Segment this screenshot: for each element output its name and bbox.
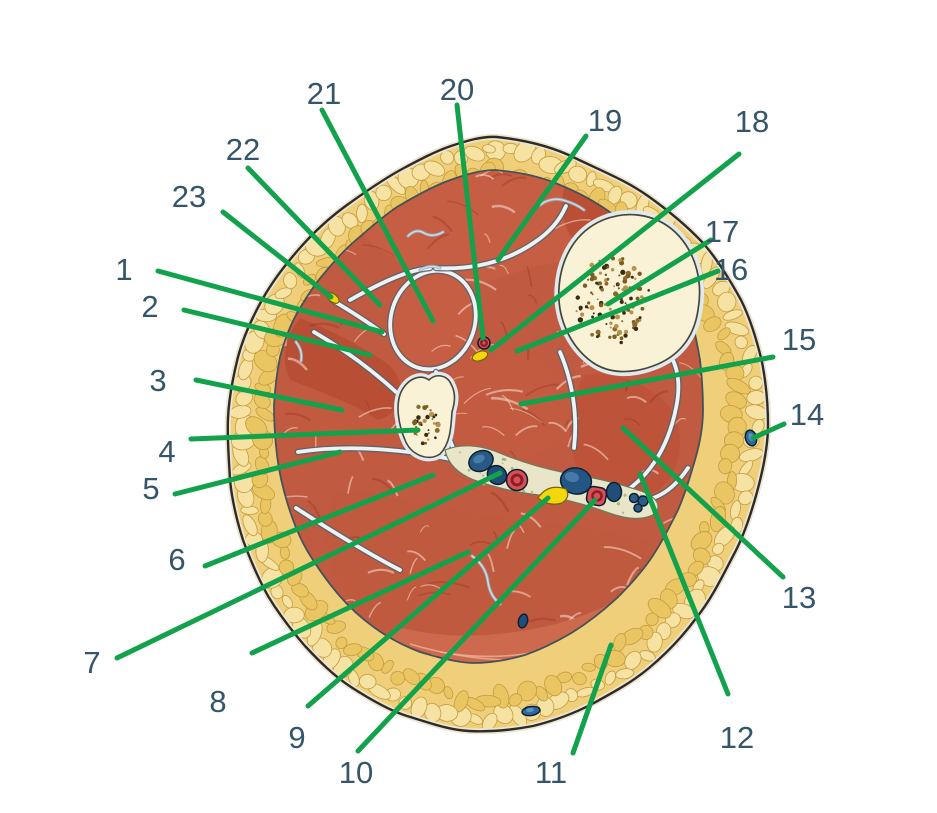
leader-line-18	[488, 151, 742, 353]
leader-line-20	[454, 102, 486, 341]
label-23: 23	[172, 179, 206, 214]
leader-line-8	[249, 549, 471, 656]
leader-line-9	[305, 495, 551, 709]
intramuscular-vein	[517, 613, 529, 629]
leader-line-11	[570, 642, 614, 756]
label-5: 5	[142, 471, 159, 506]
leader-line-22	[245, 165, 383, 308]
label-3: 3	[149, 363, 166, 398]
muscle-deep-central	[434, 347, 571, 459]
leader-line-13	[620, 425, 786, 580]
leader-line-17	[605, 237, 714, 307]
leader-line-4	[188, 427, 421, 442]
leader-line-5	[172, 449, 343, 497]
leader-line-15	[518, 354, 776, 407]
leader-line-3	[193, 377, 345, 413]
leader-line-1	[155, 268, 385, 335]
label-19: 19	[588, 103, 622, 138]
label-11: 11	[535, 755, 567, 790]
interosseous-nerve	[471, 350, 489, 362]
leader-lines	[114, 102, 787, 756]
leader-line-16	[514, 268, 721, 354]
label-6: 6	[168, 542, 185, 577]
small-vessel	[633, 503, 643, 513]
leader-line-10	[355, 497, 598, 754]
leader-line-2	[181, 307, 373, 358]
label-21: 21	[307, 76, 341, 111]
label-2: 2	[141, 289, 158, 324]
label-10: 10	[339, 755, 373, 790]
leader-line-19	[495, 133, 589, 263]
label-20: 20	[440, 72, 474, 107]
label-16: 16	[714, 252, 748, 287]
small-vessel	[637, 495, 649, 507]
label-8: 8	[209, 684, 226, 719]
label-15: 15	[782, 322, 816, 357]
vein	[605, 481, 623, 503]
leader-line-21	[319, 107, 436, 324]
label-1: 1	[115, 252, 132, 287]
artery	[505, 468, 529, 492]
label-4: 4	[158, 434, 175, 469]
label-12: 12	[720, 720, 754, 755]
label-13: 13	[782, 580, 816, 615]
small-vessel	[628, 492, 640, 504]
leader-line-7	[114, 470, 503, 661]
leader-line-6	[202, 472, 436, 569]
label-22: 22	[226, 132, 260, 167]
label-9: 9	[288, 720, 305, 755]
fascia-crinkle-patches	[294, 197, 586, 606]
label-14: 14	[790, 397, 824, 432]
label-18: 18	[735, 104, 769, 139]
label-7: 7	[83, 645, 100, 680]
leader-line-12	[637, 471, 731, 697]
label-17: 17	[705, 214, 739, 249]
leader-line-14	[750, 421, 787, 441]
leader-line-23	[220, 209, 334, 300]
bone-trabecular-speckles	[411, 256, 650, 446]
